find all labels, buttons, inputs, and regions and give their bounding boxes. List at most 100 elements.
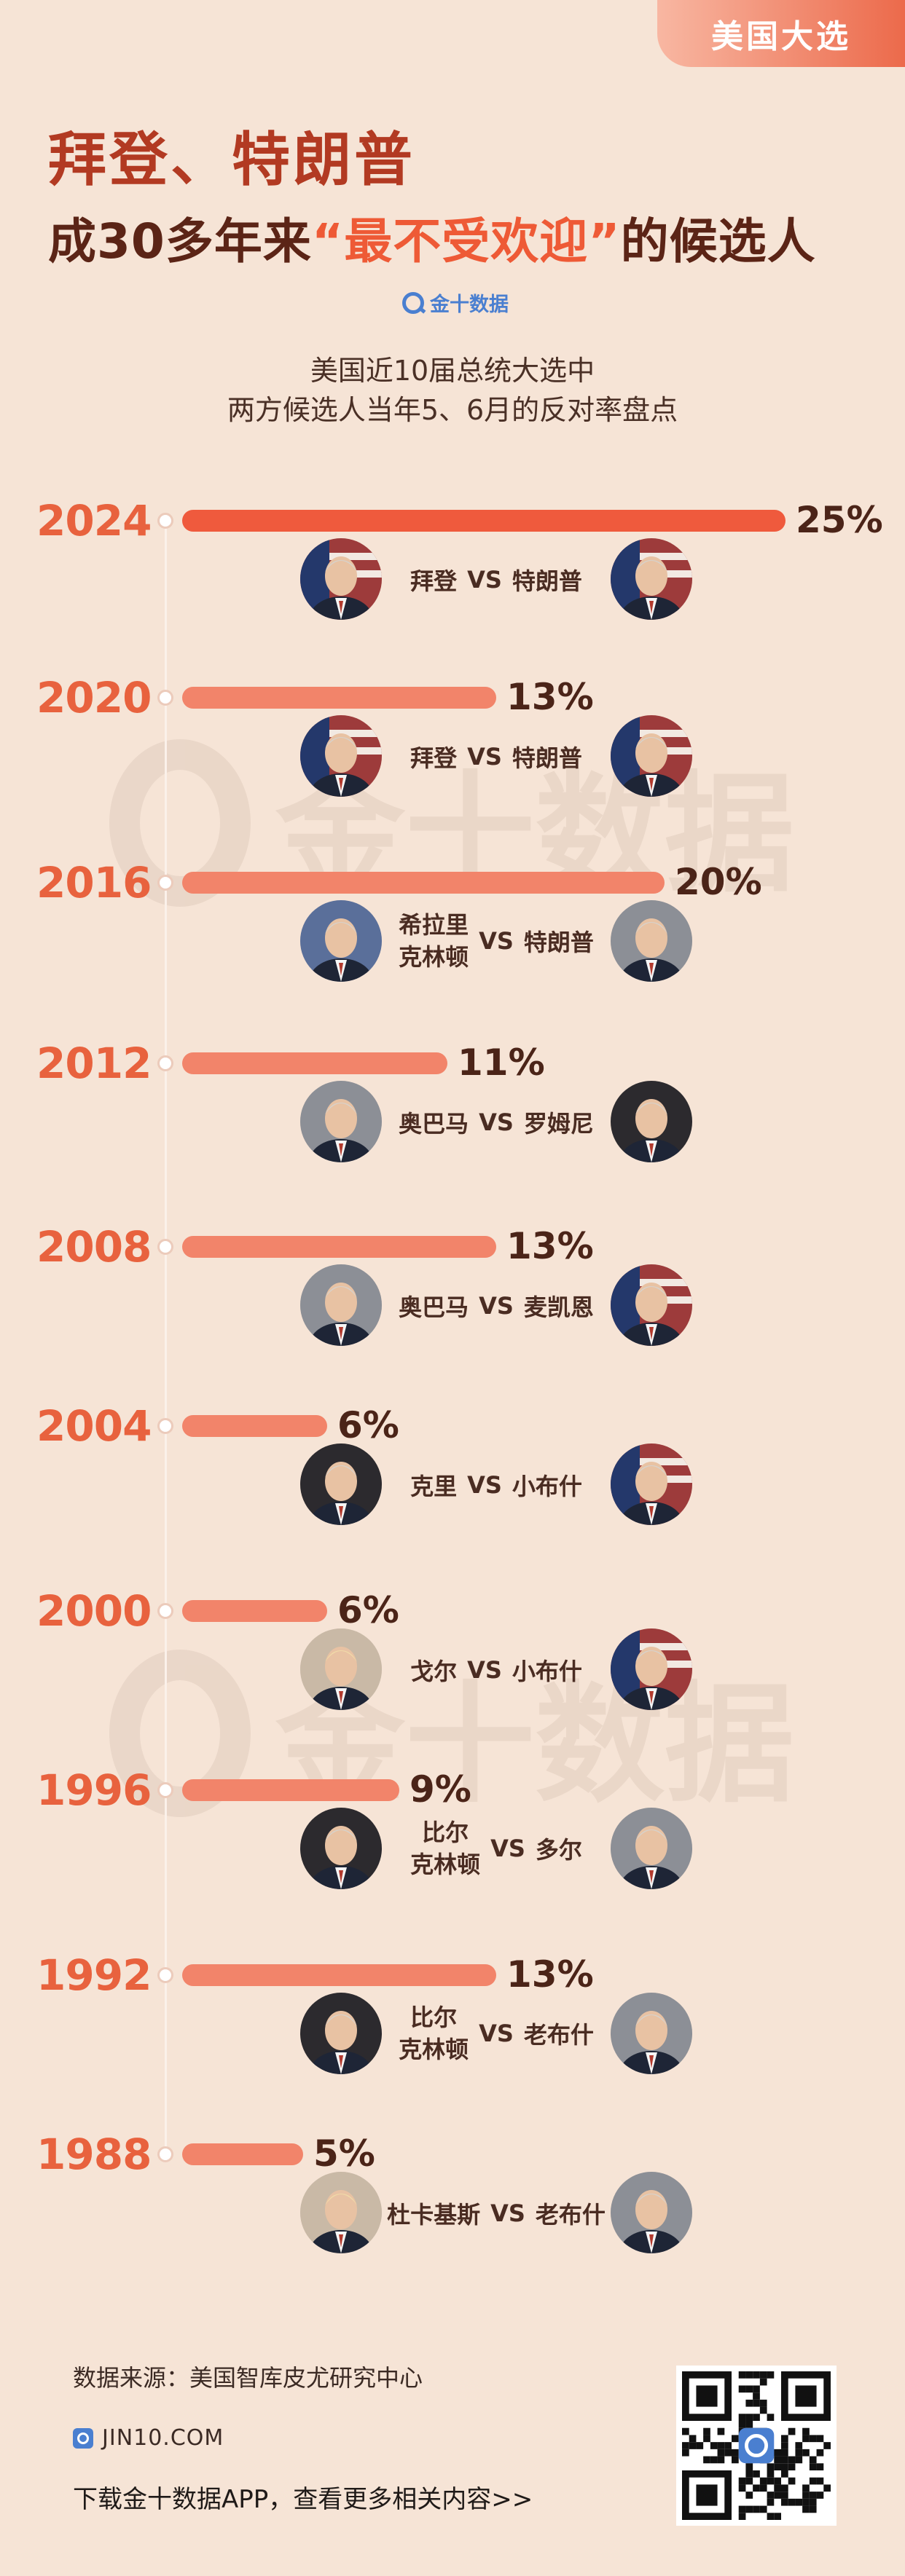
candidate-photo-right: [611, 1993, 692, 2074]
data-label: 13%: [506, 676, 594, 718]
subtitle-line-2: 两方候选人当年5、6月的反对率盘点: [227, 394, 678, 426]
name-line: 克林顿: [399, 943, 469, 971]
candidate-photo-left: [300, 900, 382, 982]
title-highlight: “最不受欢迎”: [311, 213, 621, 269]
matchup-names: 拜登 VS 特朗普: [388, 563, 605, 596]
right-candidate-name: 麦凯恩: [523, 1293, 594, 1321]
jin10-small-logo-icon: [73, 2427, 93, 2449]
matchup-names: 奥巴马 VS 罗姆尼: [388, 1106, 605, 1139]
brand-logo: 金十数据: [402, 288, 509, 317]
year-label: 2020: [36, 673, 152, 722]
candidate-photo-right: [611, 538, 692, 620]
data-label: 9%: [410, 1768, 471, 1811]
candidate-photo-left: [300, 538, 382, 620]
matchup-names: 戈尔 VS 小布什: [388, 1653, 605, 1687]
vs-label: VS: [479, 927, 514, 955]
left-candidate-name: 比尔 克林顿: [399, 2001, 469, 2065]
left-candidate-name: 杜卡基斯: [387, 2201, 481, 2229]
timeline-dot: [157, 1418, 173, 1434]
vs-label: VS: [490, 1835, 525, 1862]
website-text: JIN10.COM: [102, 2425, 224, 2451]
right-candidate-name: 特朗普: [512, 744, 582, 772]
timeline-dot: [157, 1239, 173, 1255]
vs-label: VS: [467, 566, 502, 594]
year-label: 2000: [36, 1586, 152, 1636]
timeline-dot: [157, 1055, 173, 1071]
candidate-photo-left: [300, 1081, 382, 1162]
title-line-2-post: 的候选人: [620, 213, 816, 269]
right-candidate-name: 多尔: [535, 1836, 582, 1864]
bar: [182, 1236, 496, 1258]
right-candidate-name: 小布什: [512, 1658, 582, 1685]
bar: [182, 1052, 447, 1074]
year-label: 2024: [36, 496, 152, 545]
data-label: 6%: [337, 1404, 399, 1446]
title-line-2-pre: 成30多年来: [48, 213, 312, 269]
candidate-photo-right: [611, 2172, 692, 2253]
right-candidate-name: 特朗普: [512, 567, 582, 595]
left-candidate-name: 奥巴马: [399, 1110, 469, 1138]
bar: [182, 687, 496, 709]
matchup-names: 比尔 克林顿 VS 老布什: [388, 2001, 605, 2065]
bar: [182, 1779, 399, 1801]
timeline-dot: [157, 875, 173, 891]
timeline-dot: [157, 513, 173, 529]
bar: [182, 1415, 327, 1437]
timeline-dot: [157, 1967, 173, 1983]
timeline-dot: [157, 1782, 173, 1798]
candidate-photo-right: [611, 900, 692, 982]
matchup-names: 杜卡基斯 VS 老布什: [387, 2197, 606, 2230]
timeline-dot: [157, 2146, 173, 2162]
vs-label: VS: [467, 743, 502, 771]
bar: [182, 1964, 496, 1986]
data-label: 6%: [337, 1589, 399, 1631]
candidate-photo-left: [300, 2172, 382, 2253]
left-candidate-name: 拜登: [410, 567, 458, 595]
right-candidate-name: 老布什: [523, 2021, 594, 2049]
timeline-axis: [165, 521, 167, 2159]
data-label: 20%: [675, 861, 762, 903]
candidate-photo-left: [300, 1993, 382, 2074]
candidate-photo-left: [300, 715, 382, 797]
vs-label: VS: [467, 1471, 502, 1499]
data-label: 25%: [796, 499, 883, 541]
right-candidate-name: 特朗普: [523, 929, 594, 956]
matchup-names: 克里 VS 小布什: [388, 1468, 605, 1502]
timeline-dot: [157, 690, 173, 706]
matchup-names: 奥巴马 VS 麦凯恩: [388, 1289, 605, 1323]
website-link[interactable]: JIN10.COM: [73, 2425, 224, 2451]
category-tag: 美国大选: [657, 0, 905, 67]
left-candidate-name: 希拉里 克林顿: [399, 909, 469, 973]
candidate-photo-right: [611, 1808, 692, 1889]
title-line-2: 成30多年来“最不受欢迎”的候选人: [48, 202, 816, 272]
data-source: 数据来源：美国智库皮尤研究中心: [73, 2364, 423, 2392]
right-candidate-name: 老布什: [535, 2201, 606, 2229]
year-label: 1992: [36, 1950, 152, 2000]
left-candidate-name: 拜登: [410, 744, 458, 772]
year-label: 2012: [36, 1039, 152, 1088]
qr-code[interactable]: [676, 2366, 837, 2526]
timeline-dot: [157, 1603, 173, 1619]
right-candidate-name: 小布什: [512, 1473, 582, 1500]
vs-label: VS: [467, 1656, 502, 1684]
vs-label: VS: [479, 2020, 514, 2047]
vs-label: VS: [490, 2199, 525, 2227]
year-label: 2008: [36, 1222, 152, 1272]
year-label: 2004: [36, 1401, 152, 1451]
name-line: 希拉里: [399, 911, 469, 939]
left-candidate-name: 比尔 克林顿: [410, 1816, 480, 1880]
candidate-photo-left: [300, 1443, 382, 1525]
left-candidate-name: 克里: [410, 1473, 458, 1500]
data-label: 13%: [506, 1953, 594, 1996]
candidate-photo-left: [300, 1808, 382, 1889]
candidate-photo-right: [611, 1628, 692, 1710]
data-label: 13%: [506, 1225, 594, 1267]
matchup-names: 比尔 克林顿 VS 多尔: [388, 1816, 605, 1880]
left-candidate-name: 戈尔: [410, 1658, 458, 1685]
download-prompt[interactable]: 下载金十数据APP，查看更多相关内容>>: [73, 2485, 533, 2514]
candidate-photo-left: [300, 1264, 382, 1346]
data-label: 5%: [313, 2132, 375, 2175]
brand-logo-text: 金十数据: [430, 294, 509, 316]
data-label: 11%: [458, 1041, 545, 1084]
